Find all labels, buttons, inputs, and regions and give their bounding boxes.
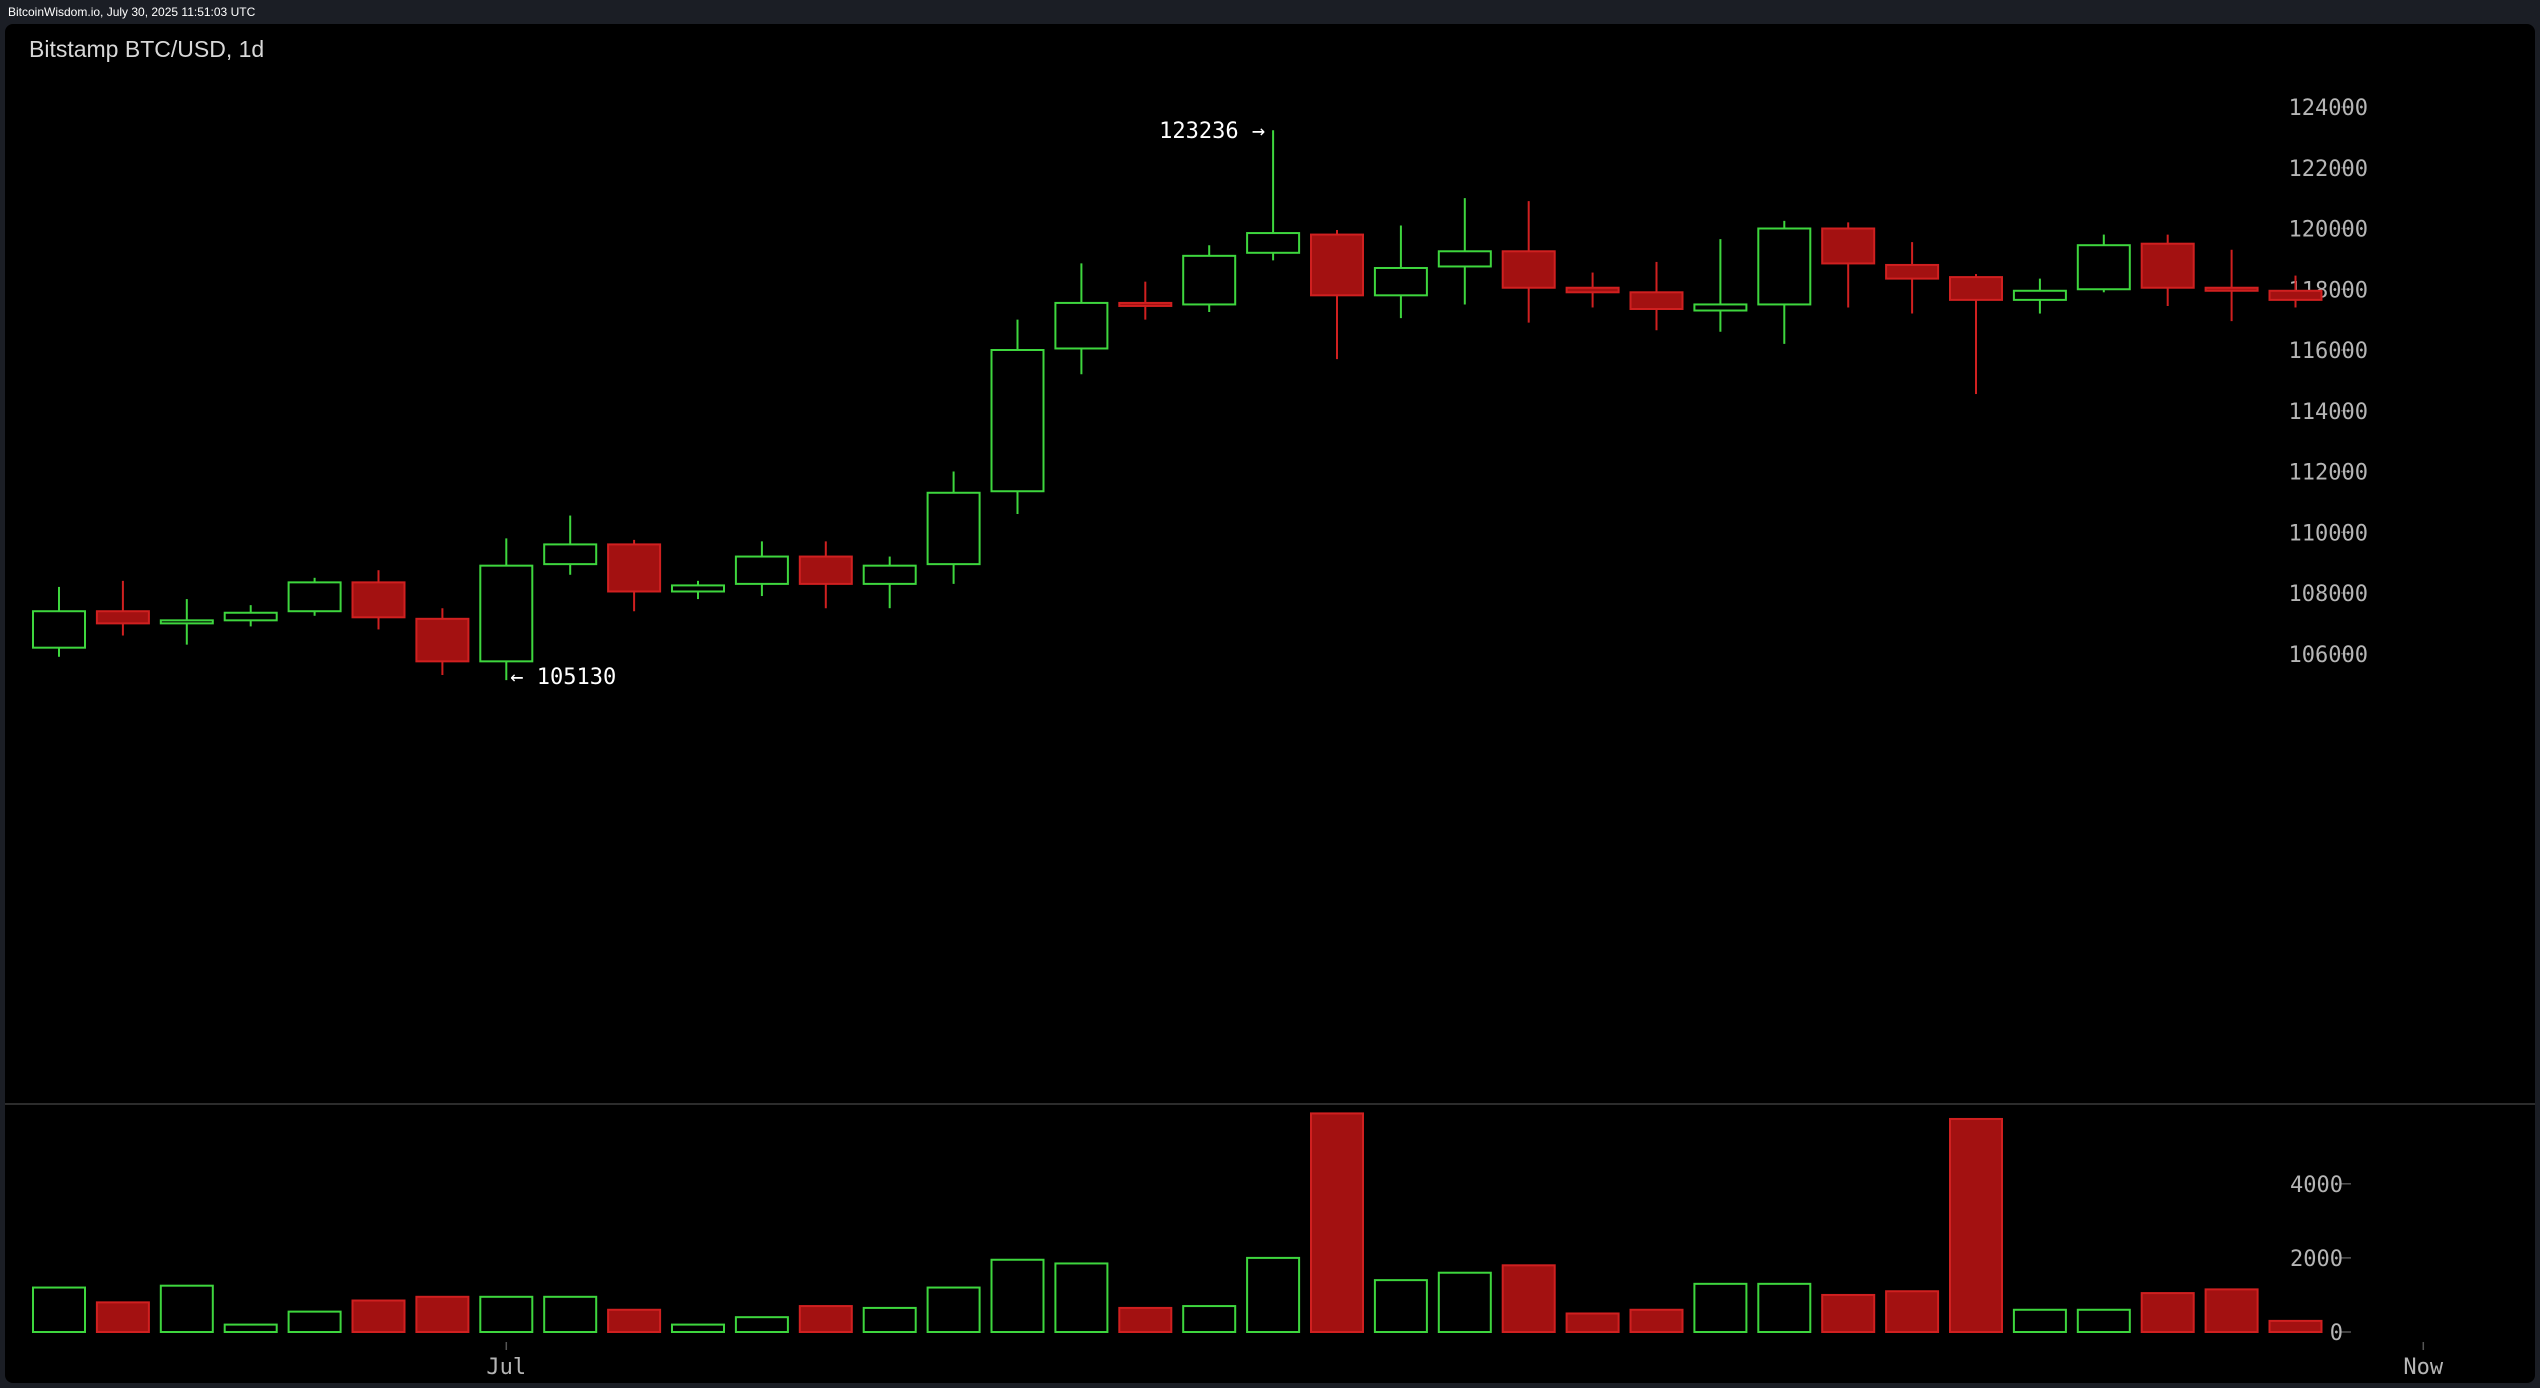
volume-bar-up bbox=[287, 1310, 342, 1334]
volume-bar-down bbox=[2268, 1319, 2323, 1334]
volume-bar-up bbox=[862, 1306, 917, 1333]
volume-bar-up bbox=[1757, 1282, 1812, 1333]
low-price-annotation: ← 105130 bbox=[510, 665, 616, 690]
candle-body-down bbox=[2140, 242, 2195, 289]
candle-body-up bbox=[671, 584, 725, 593]
volume-bar-down bbox=[415, 1295, 470, 1333]
candle-body-up bbox=[479, 564, 534, 663]
volume-bar-down bbox=[1885, 1290, 1940, 1333]
volume-bar-down bbox=[351, 1299, 406, 1333]
candle-body-up bbox=[1246, 232, 1301, 254]
volume-bar-down bbox=[95, 1301, 150, 1333]
candle-body-down bbox=[1565, 286, 1620, 294]
price-tick-label: 114000 bbox=[2289, 400, 2368, 425]
volume-bar-up bbox=[32, 1286, 86, 1334]
candle-body-down bbox=[1949, 276, 2003, 301]
x-tick-label: Jul bbox=[486, 1355, 526, 1380]
candle-body-down bbox=[1501, 250, 1556, 289]
candle-body-up bbox=[2076, 244, 2131, 291]
volume-bar-up bbox=[543, 1295, 598, 1333]
volume-bar-down bbox=[798, 1305, 853, 1333]
volume-bar-up bbox=[671, 1323, 725, 1333]
candle-body-up bbox=[543, 543, 598, 566]
volume-tick-label: 4000 bbox=[2290, 1173, 2343, 1198]
candle-body-down bbox=[798, 555, 853, 585]
chart-title: Bitstamp BTC/USD, 1d bbox=[29, 36, 265, 62]
volume-bar-up bbox=[1182, 1305, 1237, 1333]
price-tick-label: 120000 bbox=[2289, 218, 2368, 243]
volume-bar-up bbox=[1693, 1282, 1748, 1333]
candle-body-down bbox=[1885, 263, 1940, 280]
high-price-annotation: 123236 → bbox=[1159, 119, 1265, 144]
candle-body-down bbox=[607, 543, 662, 593]
volume-bar-up bbox=[159, 1284, 214, 1333]
candle-body-up bbox=[32, 610, 86, 649]
candle-body-down bbox=[2204, 286, 2259, 292]
volume-bar-up bbox=[479, 1295, 534, 1333]
price-tick-label: 108000 bbox=[2289, 582, 2368, 607]
volume-bar-up bbox=[1054, 1262, 1109, 1334]
x-tick-label: Now bbox=[2403, 1355, 2443, 1380]
source-timestamp: BitcoinWisdom.io, July 30, 2025 11:51:03… bbox=[8, 5, 256, 19]
candle-body-down bbox=[1629, 291, 1684, 310]
candle-body-up bbox=[223, 611, 278, 622]
candle-body-down bbox=[95, 610, 150, 625]
chart-panel: 106000 108000 110000 112000 114000 116000 1180… bbox=[5, 24, 2535, 1383]
volume-bar-down bbox=[1310, 1112, 1364, 1334]
top-bar: BitcoinWisdom.io, July 30, 2025 11:51:03… bbox=[0, 0, 2540, 24]
candle-body-up bbox=[734, 555, 789, 585]
volume-bar-up bbox=[926, 1286, 981, 1334]
price-tick-label: 112000 bbox=[2289, 461, 2368, 486]
price-tick-label: 106000 bbox=[2289, 643, 2368, 668]
candle-body-up bbox=[1054, 301, 1109, 350]
volume-bar-up bbox=[2076, 1308, 2131, 1334]
volume-bar-up bbox=[1373, 1279, 1428, 1334]
volume-bar-up bbox=[223, 1323, 278, 1333]
volume-bar-down bbox=[1949, 1117, 2003, 1334]
volume-bar-down bbox=[2204, 1288, 2259, 1333]
candle-body-down bbox=[1118, 301, 1173, 307]
volume-tick-label: 2000 bbox=[2290, 1247, 2343, 1272]
candlestick-chart: 1060001080001100001120001140001160001180… bbox=[5, 96, 2535, 1380]
volume-bar-down bbox=[1629, 1308, 1684, 1334]
volume-bar-down bbox=[1565, 1312, 1620, 1333]
price-tick-label: 110000 bbox=[2289, 521, 2368, 546]
candle-body-up bbox=[2012, 289, 2067, 301]
volume-bar-up bbox=[1437, 1271, 1492, 1333]
volume-bar-up bbox=[990, 1258, 1045, 1333]
candle-body-down bbox=[415, 617, 470, 663]
candle-body-up bbox=[1437, 250, 1492, 268]
candle-body-up bbox=[1182, 254, 1237, 306]
volume-bar-down bbox=[1501, 1264, 1556, 1334]
candle-body-up bbox=[159, 619, 214, 625]
candle-body-down bbox=[351, 581, 406, 619]
candle-body-up bbox=[1373, 266, 1428, 297]
volume-bar-up bbox=[2012, 1308, 2067, 1334]
volume-bar-up bbox=[734, 1316, 789, 1334]
volume-bar-down bbox=[1118, 1306, 1173, 1333]
volume-bar-down bbox=[1821, 1293, 1876, 1333]
candle-body-up bbox=[926, 491, 981, 566]
volume-bar-up bbox=[1246, 1256, 1301, 1334]
candle-body-up bbox=[1693, 303, 1748, 312]
candle-body-up bbox=[862, 564, 917, 585]
volume-bar-down bbox=[607, 1308, 662, 1334]
price-tick-label: 116000 bbox=[2289, 339, 2368, 364]
candle-body-down bbox=[1821, 227, 1876, 265]
candle-body-up bbox=[990, 349, 1045, 493]
volume-tick-label: 0 bbox=[2330, 1321, 2343, 1346]
candle-body-up bbox=[287, 581, 342, 613]
candle-body-down bbox=[1310, 233, 1364, 297]
candle-body-down bbox=[2268, 289, 2323, 301]
candle-body-up bbox=[1757, 227, 1812, 306]
volume-bar-down bbox=[2140, 1292, 2195, 1334]
price-tick-label: 124000 bbox=[2289, 96, 2368, 121]
price-tick-label: 122000 bbox=[2289, 157, 2368, 182]
